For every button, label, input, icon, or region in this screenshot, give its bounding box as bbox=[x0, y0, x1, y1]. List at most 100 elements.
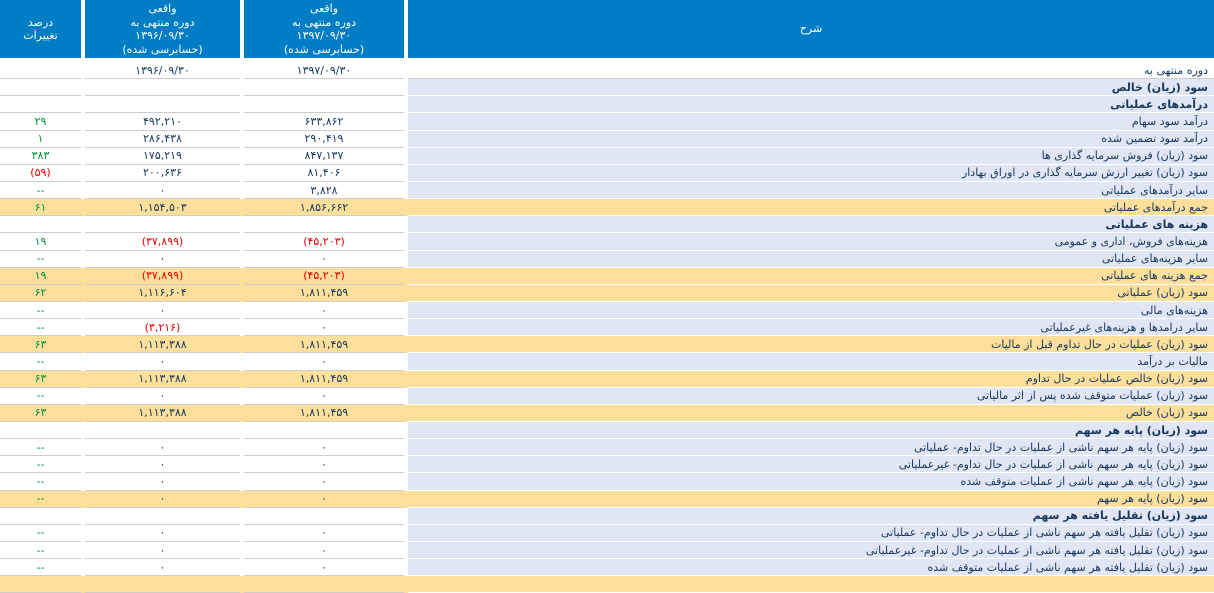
table-row: سایر هزینه‌های عملیاتی ۰ ۰ -- bbox=[0, 250, 1214, 268]
value-1397-cell bbox=[244, 508, 404, 525]
table-row: سود (زیان) خالص ۱,۸۱۱,۴۵۹ ۱,۱۱۳,۳۸۸ ۶۳ bbox=[0, 404, 1214, 422]
table-row: جمع درآمدهای عملیاتی ۱,۸۵۶,۶۶۲ ۱,۱۵۴,۵۰۳ ۶۱ bbox=[0, 199, 1214, 217]
table-row: سود (زیان) پایه هر سهم ناشی از عملیات مت… bbox=[0, 473, 1214, 491]
percent-change-cell bbox=[0, 422, 81, 440]
percent-change-cell: ۱۹ bbox=[0, 268, 81, 285]
value-1397-cell: ۰ bbox=[244, 319, 404, 337]
percent-change-cell bbox=[0, 508, 81, 525]
table-row: جمع هزینه های عملیاتی (۴۵,۲۰۳) (۳۷,۸۹۹) ۱۹ bbox=[0, 267, 1214, 285]
value-1397-cell: ۶۳۳,۸۶۲ bbox=[244, 113, 404, 131]
value-1397-cell: ۸۱,۴۰۶ bbox=[244, 165, 404, 182]
header-actual-1397-column: واقعی دوره منتهی به ۱۳۹۷/۰۹/۳۰ (حسابرسی … bbox=[244, 0, 404, 58]
value-1397-cell bbox=[244, 576, 404, 593]
percent-change-cell: -- bbox=[0, 456, 81, 474]
table-row: سود (زیان) پایه هر سهم ناشی از عملیات در… bbox=[0, 439, 1214, 457]
value-1397-cell: ۱,۸۱۱,۴۵۹ bbox=[244, 285, 404, 302]
table-row: درآمد سود تضمین شده ۲۹۰,۴۱۹ ۲۸۶,۴۳۸ ۱ bbox=[0, 130, 1214, 148]
value-1397-cell: ۰ bbox=[244, 542, 404, 560]
description-cell: سود (زیان) تقلیل یافته هر سهم ناشی از عم… bbox=[408, 559, 1214, 577]
value-1396-cell: ۰ bbox=[85, 473, 240, 491]
description-cell: سود (زیان) خالص bbox=[408, 79, 1214, 97]
percent-change-cell: -- bbox=[0, 473, 81, 491]
table-row: سود (زیان) تقلیل یافته هر سهم ناشی از عم… bbox=[0, 524, 1214, 542]
table-row: سایر درامدها و هزینه‌های غیرعملیاتی ۰ (۳,۲… bbox=[0, 319, 1214, 337]
value-1396-cell: (۳۷,۸۹۹) bbox=[85, 233, 240, 251]
value-1396-cell: ۰ bbox=[85, 525, 240, 542]
value-1396-cell: ۱,۱۱۳,۳۸۸ bbox=[85, 405, 240, 422]
table-row: سود (زیان) تقلیل یافته هر سهم ناشی از عم… bbox=[0, 559, 1214, 577]
header-label: شرح bbox=[799, 22, 823, 36]
percent-change-cell: -- bbox=[0, 525, 81, 542]
value-1396-cell: ۰ bbox=[85, 456, 240, 474]
table-row: سود (زیان) عملیاتی ۱,۸۱۱,۴۵۹ ۱,۱۱۶,۶۰۴ ۶۲ bbox=[0, 284, 1214, 302]
percent-change-cell: -- bbox=[0, 302, 81, 320]
description-cell: جمع هزینه های عملیاتی bbox=[408, 268, 1214, 285]
description-cell: درآمد سود سهام bbox=[408, 113, 1214, 131]
header-line: ۱۳۹۷/۰۹/۳۰ bbox=[296, 29, 352, 42]
value-1397-cell: ۸۴۷,۱۳۷ bbox=[244, 148, 404, 165]
header-line: (حسابرسی شده) bbox=[122, 42, 203, 56]
value-1397-cell: ۰ bbox=[244, 251, 404, 268]
value-1396-cell: ۲۸۶,۴۳۸ bbox=[85, 131, 240, 148]
table-row bbox=[0, 576, 1214, 593]
header-line: تغییرات bbox=[23, 29, 58, 42]
description-cell: سود (زیان) پایه هر سهم ناشی از عملیات در… bbox=[408, 456, 1214, 474]
value-1396-cell: ۱,۱۱۶,۶۰۴ bbox=[85, 285, 240, 302]
value-1396-cell: ۱,۱۱۳,۳۸۸ bbox=[85, 336, 240, 354]
value-1396-cell bbox=[85, 508, 240, 525]
percent-change-cell: ۶۳ bbox=[0, 336, 81, 354]
value-1397-cell: ۰ bbox=[244, 456, 404, 474]
table-row: سود (زیان) فروش سرمایه گذاری ها ۸۴۷,۱۳۷ ۱۷… bbox=[0, 147, 1214, 165]
description-cell: سود (زیان) فروش سرمایه گذاری ها bbox=[408, 147, 1214, 165]
value-1397-cell bbox=[244, 422, 404, 440]
percent-change-cell bbox=[0, 216, 81, 234]
percent-change-cell: ۶۱ bbox=[0, 199, 81, 217]
value-1396-cell: (۳۷,۸۹۹) bbox=[85, 268, 240, 285]
percent-change-cell bbox=[0, 79, 81, 97]
description-cell: هزینه‌های مالی bbox=[408, 301, 1214, 320]
description-cell: درآمد سود تضمین شده bbox=[408, 130, 1214, 148]
header-line: درصد bbox=[27, 15, 54, 29]
percent-change-cell: -- bbox=[0, 439, 81, 457]
table-row: سود (زیان) پایه هر سهم bbox=[0, 421, 1214, 440]
value-1396-cell: ۲۰۰,۶۳۶ bbox=[85, 165, 240, 182]
header-line: دوره منتهی به bbox=[292, 15, 357, 29]
table-row: دوره منتهی به ۱۳۹۷/۰۹/۳۰ ۱۳۹۶/۰۹/۳۰ bbox=[0, 62, 1214, 80]
table-row: سود (زیان) پایه هر سهم ۰ ۰ -- bbox=[0, 490, 1214, 508]
header-line: ۱۳۹۶/۰۹/۳۰ bbox=[135, 29, 190, 42]
table-row: سود (زیان) عملیات متوقف شده پس از اثر ما… bbox=[0, 387, 1214, 405]
value-1396-cell: ۰ bbox=[85, 388, 240, 405]
value-1396-cell: ۰ bbox=[85, 353, 240, 371]
percent-change-cell: ۳۸۳ bbox=[0, 148, 81, 165]
table-row: سود (زیان) خالص bbox=[0, 79, 1214, 97]
header-actual-1396-column: واقعی دوره منتهی به ۱۳۹۶/۰۹/۳۰ (حسابرسی … bbox=[85, 0, 240, 58]
percent-change-cell: ۶۳ bbox=[0, 405, 81, 422]
percent-change-cell: -- bbox=[0, 182, 81, 200]
table-row: سود (زیان) تقلیل یافته هر سهم ناشی از عم… bbox=[0, 541, 1214, 560]
percent-change-cell: -- bbox=[0, 319, 81, 337]
percent-change-cell: -- bbox=[0, 491, 81, 508]
value-1396-cell: ۴۹۲,۲۱۰ bbox=[85, 113, 240, 131]
description-cell: سود (زیان) تقلیل یافته هر سهم bbox=[408, 507, 1214, 525]
value-1397-cell: ۱,۸۱۱,۴۵۹ bbox=[244, 405, 404, 422]
value-1396-cell bbox=[85, 216, 240, 234]
table-row: هزینه های عملیاتی bbox=[0, 216, 1214, 234]
value-1397-cell: ۰ bbox=[244, 559, 404, 577]
value-1397-cell: ۰ bbox=[244, 491, 404, 508]
percent-change-cell bbox=[0, 96, 81, 114]
description-cell: سود (زیان) تقلیل یافته هر سهم ناشی از عم… bbox=[408, 524, 1214, 542]
description-cell: جمع درآمدهای عملیاتی bbox=[408, 199, 1214, 217]
header-description-column: شرح bbox=[408, 0, 1214, 58]
table-row: سود (زیان) عملیات در حال تداوم قبل از ما… bbox=[0, 336, 1214, 354]
value-1396-cell: ۱۷۵,۲۱۹ bbox=[85, 148, 240, 165]
description-cell: دوره منتهی به bbox=[408, 62, 1214, 80]
description-cell: سود (زیان) پایه هر سهم ناشی از عملیات در… bbox=[408, 439, 1214, 457]
description-cell: سود (زیان) عملیاتی bbox=[408, 285, 1214, 302]
value-1397-cell: ۰ bbox=[244, 439, 404, 457]
value-1397-cell: ۰ bbox=[244, 473, 404, 491]
header-line: دوره منتهی به bbox=[130, 15, 195, 29]
table-body: دوره منتهی به ۱۳۹۷/۰۹/۳۰ ۱۳۹۶/۰۹/۳۰ سود (زی… bbox=[0, 62, 1214, 593]
percent-change-cell: ۱ bbox=[0, 131, 81, 148]
value-1396-cell bbox=[85, 422, 240, 440]
